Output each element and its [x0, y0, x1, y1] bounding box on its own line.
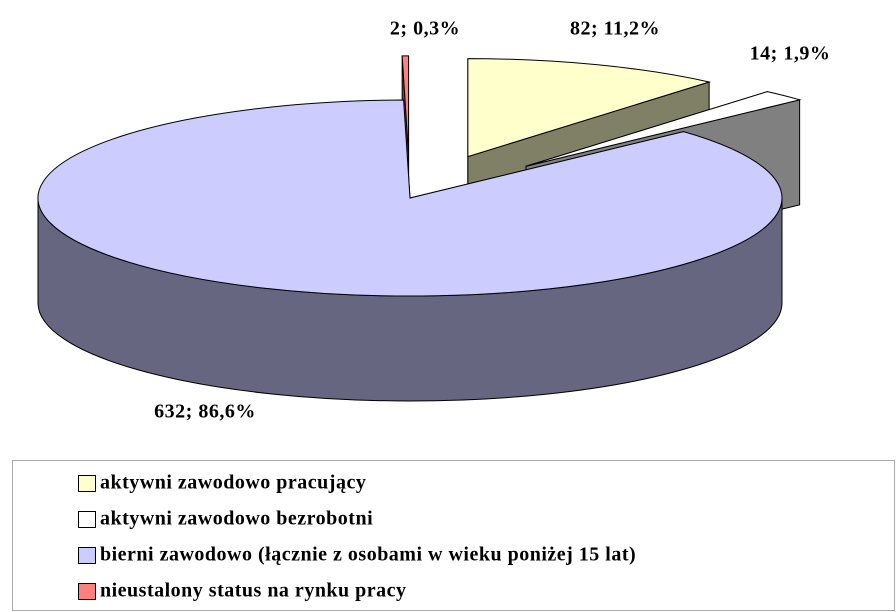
data-label: 632; 86,6% — [154, 401, 256, 423]
data-label: 2; 0,3% — [390, 18, 460, 40]
legend-swatch — [78, 583, 96, 600]
slice — [467, 58, 712, 158]
legend-label: aktywni zawodowo pracujący — [100, 472, 366, 494]
legend-label: aktywni zawodowo bezrobotni — [100, 508, 373, 530]
legend-label: bierni zawodowo (łącznie z osobami w wie… — [100, 544, 636, 566]
legend-swatch — [78, 511, 96, 528]
data-label: 14; 1,9% — [750, 43, 831, 65]
legend-swatch — [78, 475, 96, 492]
legend-label: nieustalony status na rynku pracy — [100, 580, 407, 602]
slice — [401, 55, 410, 154]
legend-swatch — [78, 547, 96, 564]
slice — [525, 91, 802, 167]
slice — [37, 99, 783, 297]
pie-tops — [37, 55, 802, 297]
data-label: 82; 11,2% — [570, 18, 660, 40]
legend-box — [12, 460, 895, 611]
